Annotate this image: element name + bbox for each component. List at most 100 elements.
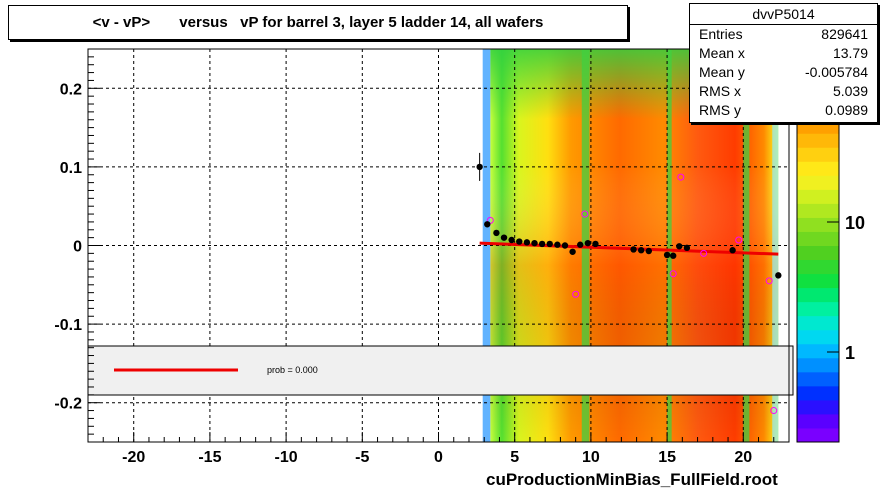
color-scale-cell <box>797 343 839 359</box>
heatmap-edge-band <box>772 49 779 442</box>
data-point <box>538 240 546 248</box>
stats-row: Entries 829641 <box>690 25 877 44</box>
open-marker <box>581 210 589 218</box>
data-point <box>531 239 538 247</box>
stats-label: Mean y <box>699 64 745 80</box>
x-tick-label: -5 <box>355 449 369 466</box>
stats-row: Mean x 13.79 <box>690 44 877 63</box>
heatmap-stripe <box>743 49 750 442</box>
color-scale-cell <box>797 357 839 373</box>
stats-value: 0.0989 <box>825 102 868 118</box>
heatmap-stripe <box>581 49 590 442</box>
color-scale-cell <box>797 133 839 148</box>
axes: -20 -15 -10 -5 0 5 10 15 20 0.2 0.1 0 -0.1 -0.2 <box>54 48 790 466</box>
stats-label: Mean x <box>699 45 745 61</box>
color-scale-cell <box>797 315 839 331</box>
data-point <box>676 243 683 250</box>
z-tick-label: 10 <box>845 213 865 233</box>
data-point <box>523 239 531 246</box>
stats-value: 5.039 <box>832 83 868 99</box>
y-tick-label: -0.1 <box>54 317 82 334</box>
color-scale-cell <box>797 245 839 261</box>
data-point <box>569 248 576 255</box>
color-scale-cell <box>797 175 839 190</box>
open-marker <box>669 270 677 278</box>
footer-filename: cuProductionMinBias_FullField.root <box>486 470 778 489</box>
data-point <box>500 234 508 241</box>
grid <box>88 49 789 442</box>
x-tick-label: -10 <box>275 449 298 466</box>
color-scale-cell <box>797 329 839 345</box>
title-box: <v - vP> versus vP for barrel 3, layer 5… <box>8 5 628 40</box>
data-point <box>683 244 691 252</box>
data-point <box>775 272 782 279</box>
data-point <box>663 251 671 259</box>
stats-value: 13.79 <box>832 45 868 61</box>
x-tick-label: 20 <box>734 449 752 466</box>
color-scale-cell <box>797 189 839 204</box>
color-scale-cell <box>797 217 839 232</box>
data-point <box>484 221 491 228</box>
fit-layer <box>479 241 779 256</box>
color-scale-cell <box>797 161 839 176</box>
data-point <box>669 252 677 259</box>
x-tick-label: -20 <box>122 449 145 466</box>
color-scale-cell <box>797 203 839 218</box>
color-scale-cell <box>797 259 839 275</box>
stats-row: Mean y -0.005784 <box>690 63 877 82</box>
y-tick-label: -0.2 <box>54 396 82 413</box>
color-scale-cell <box>797 273 839 289</box>
data-point <box>561 242 569 249</box>
stats-label: RMS x <box>699 83 741 99</box>
data-point <box>584 239 592 247</box>
data-point <box>637 247 645 254</box>
data-point <box>508 236 515 244</box>
stats-row: RMS x 5.039 <box>690 82 877 101</box>
color-scale-cell <box>797 427 839 443</box>
data-point <box>476 163 483 171</box>
data-point <box>729 247 736 254</box>
open-marker <box>735 236 743 244</box>
fit-line <box>479 241 779 256</box>
color-scale-cell <box>797 287 839 303</box>
open-marker <box>700 249 708 257</box>
data-point <box>645 247 652 255</box>
profile-points <box>476 152 782 415</box>
color-scale-cell <box>797 231 839 246</box>
x-tick-label: 10 <box>582 449 600 466</box>
color-scale-cell <box>797 371 839 387</box>
color-scale-cell <box>797 147 839 162</box>
open-marker <box>765 277 773 285</box>
data-point <box>554 241 561 248</box>
open-marker <box>572 290 580 298</box>
chart-title: <v - vP> versus vP for barrel 3, layer 5… <box>92 14 544 31</box>
data-point <box>516 238 523 245</box>
x-tick-label: -15 <box>198 449 221 466</box>
data-point <box>493 229 500 237</box>
color-scale-cell <box>797 385 839 401</box>
color-scale-cell <box>797 413 839 429</box>
data-point <box>592 240 599 248</box>
stats-row: RMS y 0.0989 <box>690 101 877 120</box>
y-tick-label: 0 <box>73 239 82 256</box>
open-marker <box>677 173 685 181</box>
stats-value: 829641 <box>821 26 868 42</box>
stats-name: dvvP5014 <box>690 4 877 25</box>
stats-label: Entries <box>699 26 743 42</box>
x-tick-label: 15 <box>658 449 676 466</box>
stats-label: RMS y <box>699 102 741 118</box>
stats-box: dvvP5014 Entries 829641 Mean x 13.79 Mean … <box>689 3 878 123</box>
data-point <box>546 240 553 248</box>
x-tick-label: 0 <box>434 449 443 466</box>
y-tick-label: 0.2 <box>60 81 82 98</box>
data-point <box>630 246 637 253</box>
legend-text: prob = 0.000 <box>267 365 318 375</box>
color-scale-cell <box>797 301 839 317</box>
stats-value: -0.005784 <box>804 64 868 80</box>
color-scale-cell <box>797 399 839 415</box>
z-tick-label: 1 <box>845 343 855 363</box>
y-tick-label: 0.1 <box>60 160 82 177</box>
x-tick-label: 5 <box>510 449 519 466</box>
open-marker <box>770 407 778 415</box>
heatmap-stripe <box>667 49 672 442</box>
